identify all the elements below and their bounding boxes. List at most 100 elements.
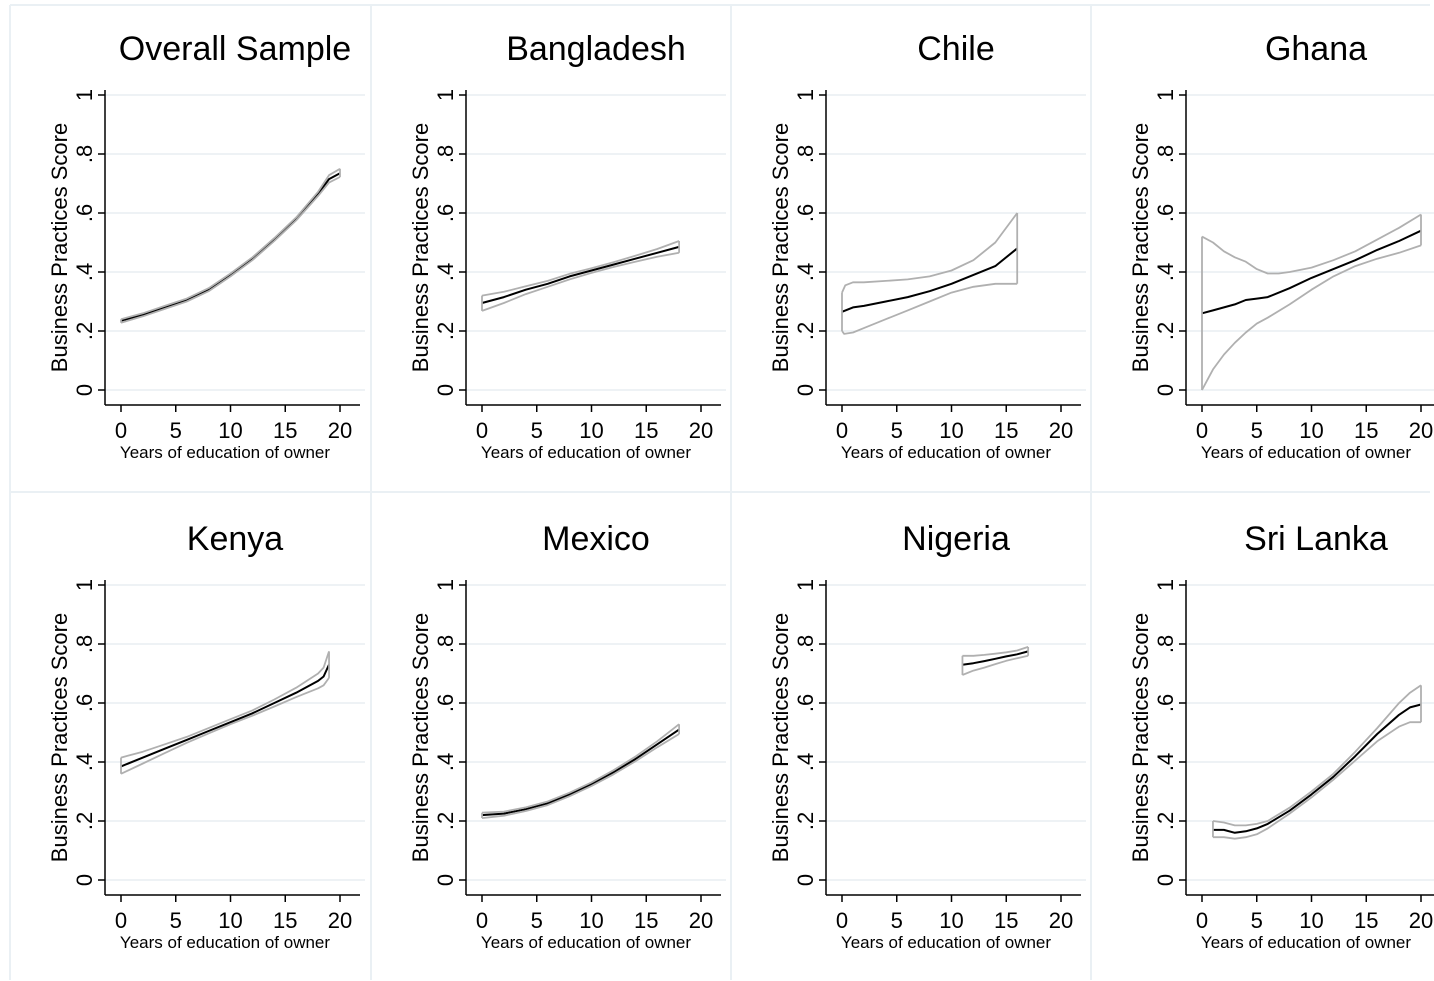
x-tick-label: 20: [689, 908, 713, 933]
y-tick-label: .2: [1153, 322, 1178, 340]
x-tick-label: 10: [1299, 418, 1323, 443]
y-tick-label: .4: [1153, 263, 1178, 281]
y-tick-label: .4: [1153, 753, 1178, 771]
x-tick-label: 0: [476, 418, 488, 443]
chart-title: Nigeria: [902, 520, 1010, 558]
x-tick-label: 20: [328, 908, 352, 933]
x-tick-label: 20: [689, 418, 713, 443]
ci-band-line: [481, 251, 680, 312]
ci-band-line: [120, 677, 330, 775]
x-tick-label: 20: [1049, 908, 1073, 933]
x-tick-label: 15: [634, 908, 658, 933]
y-tick-label: .6: [1153, 694, 1178, 712]
fit-line: [1201, 229, 1422, 315]
x-tick-label: 10: [1299, 908, 1323, 933]
y-tick-label: .6: [72, 694, 97, 712]
chart-title: Sri Lanka: [1244, 520, 1388, 558]
y-tick-label: .6: [433, 204, 458, 222]
y-tick-label: .4: [72, 263, 97, 281]
y-tick-label: .8: [1153, 635, 1178, 653]
y-tick-label: 1: [433, 579, 458, 591]
ci-band-line: [120, 176, 341, 324]
x-tick-label: 15: [1354, 908, 1378, 933]
chart-title: Kenya: [187, 520, 283, 558]
x-tick-label: 5: [891, 908, 903, 933]
y-tick-label: 1: [433, 89, 458, 101]
y-tick-label: .8: [72, 145, 97, 163]
y-tick-label: 1: [793, 579, 818, 591]
fit-line: [1213, 703, 1422, 834]
y-tick-label: .2: [433, 812, 458, 830]
fit-line: [120, 172, 341, 322]
y-axis-label: Business Practices Score: [768, 613, 793, 862]
y-tick-label: 0: [793, 384, 818, 396]
y-tick-label: 0: [433, 874, 458, 886]
x-axis-label: Years of education of owner: [481, 933, 691, 952]
chart-title: Bangladesh: [506, 30, 686, 68]
y-axis-label: Business Practices Score: [408, 123, 433, 372]
x-tick-label: 5: [531, 908, 543, 933]
fit-line: [962, 650, 1029, 666]
y-tick-label: .2: [72, 322, 97, 340]
y-tick-label: .4: [433, 263, 458, 281]
y-axis-label: Business Practices Score: [47, 123, 72, 372]
y-tick-label: .6: [72, 204, 97, 222]
y-tick-label: .2: [433, 322, 458, 340]
y-tick-label: .8: [433, 145, 458, 163]
y-tick-label: .6: [433, 694, 458, 712]
y-tick-label: 0: [1153, 384, 1178, 396]
x-tick-label: 0: [115, 908, 127, 933]
x-axis-label: Years of education of owner: [120, 443, 330, 462]
chart-title: Chile: [917, 30, 994, 68]
x-tick-label: 0: [836, 908, 848, 933]
y-tick-label: 0: [1153, 874, 1178, 886]
y-tick-label: .6: [793, 204, 818, 222]
x-axis-label: Years of education of owner: [841, 933, 1051, 952]
fit-line: [841, 247, 1018, 313]
x-tick-label: 15: [273, 418, 297, 443]
x-tick-label: 5: [891, 418, 903, 443]
x-tick-label: 10: [579, 418, 603, 443]
x-tick-label: 5: [170, 908, 182, 933]
y-tick-label: .4: [793, 263, 818, 281]
x-tick-label: 15: [1354, 418, 1378, 443]
x-tick-label: 5: [170, 418, 182, 443]
y-tick-label: .8: [793, 635, 818, 653]
chart-title: Mexico: [542, 520, 650, 558]
y-tick-label: .6: [1153, 204, 1178, 222]
y-tick-label: 1: [1153, 89, 1178, 101]
y-tick-label: 1: [1153, 579, 1178, 591]
x-tick-label: 10: [939, 418, 963, 443]
ci-band-line: [841, 212, 1018, 293]
x-axis-label: Years of education of owner: [1201, 443, 1411, 462]
ci-band-line: [962, 654, 1029, 676]
x-tick-label: 5: [1251, 908, 1263, 933]
fit-line: [481, 245, 680, 304]
y-tick-label: 0: [433, 384, 458, 396]
x-axis-label: Years of education of owner: [481, 443, 691, 462]
ci-band-line: [841, 282, 1018, 335]
y-tick-label: 1: [793, 89, 818, 101]
x-tick-label: 15: [994, 418, 1018, 443]
ci-band-line: [1201, 213, 1422, 275]
x-tick-label: 0: [115, 418, 127, 443]
x-tick-label: 0: [1196, 908, 1208, 933]
y-tick-label: .2: [793, 812, 818, 830]
y-axis-label: Business Practices Score: [408, 613, 433, 862]
ci-band-line: [481, 723, 680, 814]
y-tick-label: 1: [72, 89, 97, 101]
x-tick-label: 0: [476, 908, 488, 933]
x-tick-label: 15: [994, 908, 1018, 933]
x-tick-label: 10: [579, 908, 603, 933]
chart-title: Overall Sample: [119, 30, 351, 68]
y-axis-label: Business Practices Score: [1128, 123, 1153, 372]
y-axis-label: Business Practices Score: [47, 613, 72, 862]
ci-band-line: [1201, 244, 1422, 391]
y-tick-label: .8: [433, 635, 458, 653]
ci-band-line: [962, 646, 1029, 657]
fit-line: [120, 664, 330, 768]
